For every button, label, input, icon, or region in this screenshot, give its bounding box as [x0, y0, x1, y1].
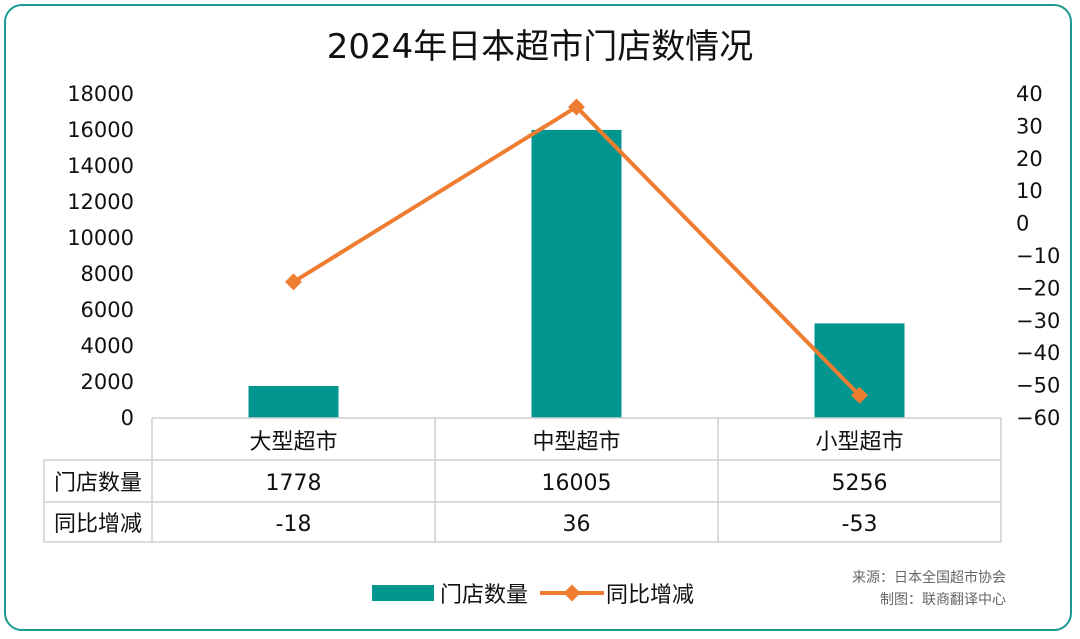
source-note: 来源：日本全国超市协会 — [852, 569, 1006, 586]
left-axis-ticks: 0 2000 4000 6000 8000 10000 12000 14000 16000 180… — [67, 82, 134, 430]
right-tick-label: −50 — [1016, 374, 1060, 398]
table-cell: 1778 — [266, 471, 322, 496]
left-tick-label: 2000 — [81, 370, 134, 394]
line-series — [285, 98, 868, 404]
legend-swatch-bar — [372, 585, 434, 601]
right-tick-label: 0 — [1016, 212, 1029, 236]
chart-title: 2024年日本超市门店数情况 — [327, 27, 754, 67]
table-cell: -18 — [276, 512, 312, 537]
bar — [531, 129, 622, 418]
right-tick-label: −40 — [1016, 341, 1060, 365]
table-row-label: 门店数量 — [54, 471, 142, 496]
table-cell: 16005 — [542, 471, 612, 496]
category-label: 中型超市 — [532, 430, 620, 455]
category-label: 大型超市 — [249, 430, 337, 455]
left-tick-label: 12000 — [67, 190, 134, 214]
table-cell: 5256 — [832, 471, 888, 496]
right-tick-label: −30 — [1016, 309, 1060, 333]
legend-label-bar: 门店数量 — [440, 583, 528, 608]
left-tick-label: 4000 — [81, 334, 134, 358]
category-label: 小型超市 — [815, 430, 903, 455]
table-cell: 36 — [563, 512, 591, 537]
right-axis-ticks: −60 −50 −40 −30 −20 −10 0 10 20 30 40 — [1016, 82, 1060, 430]
bar — [814, 323, 905, 418]
right-tick-label: 20 — [1016, 147, 1043, 171]
left-tick-label: 6000 — [81, 298, 134, 322]
line-marker — [851, 386, 868, 404]
legend-marker-line — [563, 584, 581, 602]
bar-series — [248, 129, 905, 418]
legend: 门店数量 同比增减 — [372, 583, 694, 608]
legend-label-line: 同比增减 — [606, 583, 694, 608]
left-tick-label: 14000 — [67, 154, 134, 178]
left-tick-label: 18000 — [67, 82, 134, 106]
right-tick-label: −10 — [1016, 244, 1060, 268]
left-tick-label: 16000 — [67, 118, 134, 142]
right-tick-label: 40 — [1016, 82, 1043, 106]
left-tick-label: 0 — [121, 406, 134, 430]
table-cell: -53 — [842, 512, 878, 537]
right-tick-label: 30 — [1016, 114, 1043, 138]
table-row-label: 同比增减 — [54, 512, 142, 537]
line-marker — [285, 273, 302, 291]
right-tick-label: −20 — [1016, 276, 1060, 300]
right-tick-label: 10 — [1016, 179, 1043, 203]
bar — [248, 385, 339, 418]
right-tick-label: −60 — [1016, 406, 1060, 430]
left-tick-label: 8000 — [81, 262, 134, 286]
left-tick-label: 10000 — [67, 226, 134, 250]
credit-note: 制图：联商翻译中心 — [880, 592, 1006, 608]
line-marker — [568, 98, 585, 116]
